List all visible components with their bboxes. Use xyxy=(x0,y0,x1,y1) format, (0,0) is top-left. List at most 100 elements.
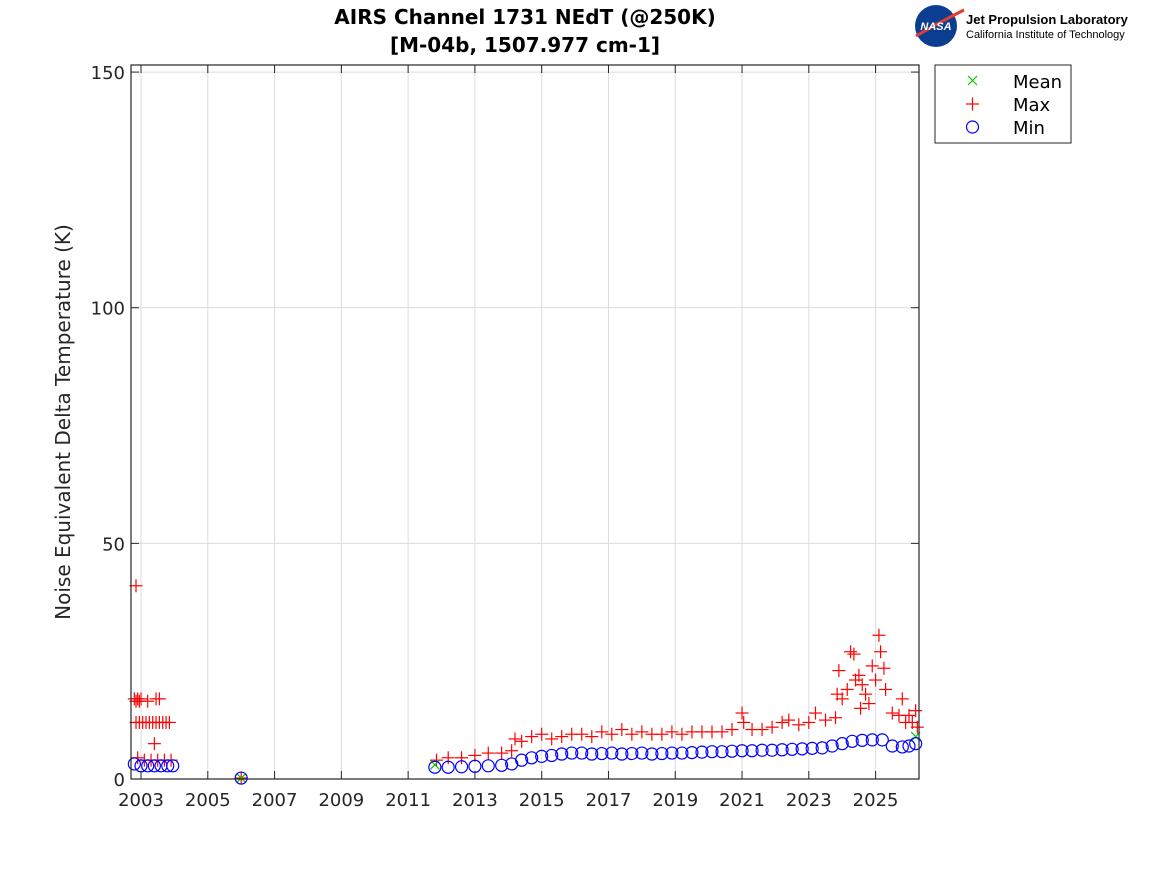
max-point xyxy=(808,706,822,720)
nasa-badge-text: NASA xyxy=(920,21,951,33)
max-point xyxy=(129,579,143,593)
min-point xyxy=(675,746,689,760)
min-point xyxy=(454,760,469,774)
max-point xyxy=(134,692,148,706)
legend-label-mean: Mean xyxy=(1013,72,1062,93)
max-point xyxy=(481,746,495,760)
jpl-name: Jet Propulsion Laboratory xyxy=(966,12,1129,27)
x-tick-label: 2005 xyxy=(185,790,231,811)
legend-box xyxy=(934,64,1072,144)
min-point xyxy=(885,739,899,753)
y-tick-label: 100 xyxy=(91,299,125,320)
min-point xyxy=(685,746,699,760)
max-point xyxy=(755,723,769,737)
max-point xyxy=(430,753,444,767)
max-point xyxy=(840,682,854,696)
max-point xyxy=(555,730,569,744)
legend-min-marker-icon xyxy=(965,120,980,134)
max-point xyxy=(595,725,609,739)
max-point xyxy=(715,725,729,739)
min-point xyxy=(575,746,589,760)
nasa-swoosh-icon xyxy=(915,8,965,38)
legend-label-min: Min xyxy=(1013,118,1045,139)
max-point xyxy=(508,732,522,746)
min-point xyxy=(535,749,549,763)
max-point xyxy=(141,694,155,708)
max-point xyxy=(505,744,519,758)
max-point xyxy=(847,647,861,661)
max-point xyxy=(735,706,749,720)
min-point xyxy=(515,753,529,767)
max-point xyxy=(852,668,866,682)
min-point xyxy=(909,737,923,751)
max-point xyxy=(832,664,846,678)
min-point xyxy=(655,746,669,761)
min-point xyxy=(765,743,779,757)
min-point xyxy=(147,759,161,773)
min-point xyxy=(555,747,569,761)
max-point xyxy=(605,727,619,741)
min-point xyxy=(428,760,442,774)
min-point xyxy=(785,742,799,756)
min-point xyxy=(545,748,559,763)
min-point xyxy=(665,746,679,760)
series-mean xyxy=(236,731,921,783)
max-point xyxy=(535,727,549,741)
max-point xyxy=(575,727,589,741)
legend: Mean Max Min xyxy=(934,64,1072,144)
max-point xyxy=(515,734,529,748)
max-point xyxy=(615,723,629,737)
max-point xyxy=(879,682,893,696)
grid-lines xyxy=(131,65,919,780)
min-point xyxy=(835,737,849,751)
max-point xyxy=(162,715,176,729)
min-point xyxy=(815,741,829,755)
min-point xyxy=(725,744,739,758)
min-point xyxy=(605,746,619,760)
jpl-subtitle: California Institute of Technology xyxy=(966,29,1125,41)
max-point xyxy=(152,692,166,706)
y-tick-label: 50 xyxy=(102,534,125,555)
max-point xyxy=(910,720,924,734)
max-point xyxy=(495,746,509,760)
max-point xyxy=(665,725,679,739)
min-point xyxy=(825,739,839,753)
max-point xyxy=(737,715,751,729)
min-point xyxy=(695,745,709,759)
x-tick-label: 2017 xyxy=(586,790,632,811)
min-point xyxy=(805,741,819,755)
min-point xyxy=(495,758,509,772)
max-point xyxy=(865,659,879,673)
x-tick-label: 2013 xyxy=(452,790,498,811)
max-point xyxy=(455,751,469,765)
min-point xyxy=(875,733,889,747)
y-tick-label: 150 xyxy=(91,63,125,84)
min-point xyxy=(795,742,809,756)
min-point xyxy=(127,757,141,771)
legend-label-max: Max xyxy=(1013,95,1051,116)
max-point xyxy=(855,678,869,692)
max-point xyxy=(862,697,876,711)
legend-mean-marker-icon xyxy=(967,75,978,86)
max-point xyxy=(525,730,539,744)
y-axis-label: Noise Equivalent Delta Temperature (K) xyxy=(51,224,75,620)
x-tick-label: 2023 xyxy=(786,790,832,811)
min-point xyxy=(141,759,155,773)
max-point xyxy=(441,751,455,765)
mean-point xyxy=(236,773,247,783)
max-point xyxy=(829,711,843,725)
min-point xyxy=(895,740,909,754)
jpl-logo: NASA Jet Propulsion Laboratory Californi… xyxy=(915,5,1129,47)
min-point xyxy=(625,746,639,761)
min-point xyxy=(615,747,629,761)
min-point xyxy=(635,746,649,760)
x-tick-label: 2007 xyxy=(252,790,298,811)
max-point xyxy=(859,687,873,701)
chart-title-line-2: [M-04b, 1507.977 cm-1] xyxy=(390,33,660,57)
max-point xyxy=(775,715,789,729)
plot-area-border xyxy=(130,64,920,780)
max-point xyxy=(792,718,806,732)
max-point xyxy=(585,730,599,744)
min-point xyxy=(645,747,659,761)
